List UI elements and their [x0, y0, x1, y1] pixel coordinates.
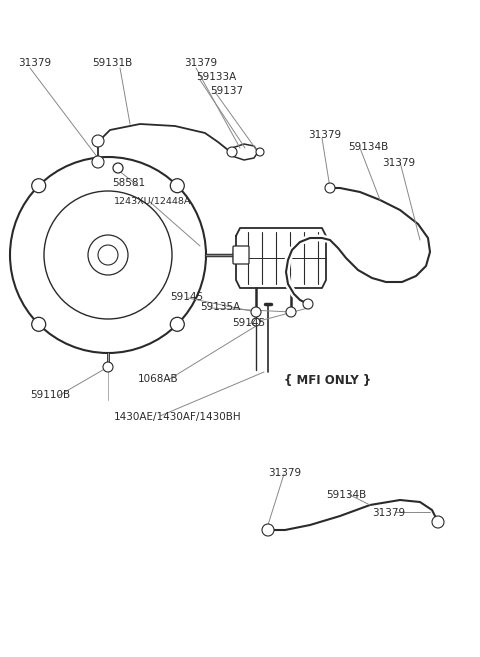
Circle shape	[170, 179, 184, 193]
Circle shape	[262, 524, 274, 536]
Circle shape	[32, 317, 46, 331]
Text: 31379: 31379	[382, 158, 415, 168]
Circle shape	[10, 157, 206, 353]
Circle shape	[44, 191, 172, 319]
Circle shape	[88, 235, 128, 275]
Circle shape	[286, 307, 296, 317]
Text: 31379: 31379	[268, 468, 301, 478]
Text: 1243XU/12448A: 1243XU/12448A	[114, 196, 192, 205]
Text: { MFI ONLY }: { MFI ONLY }	[284, 374, 371, 387]
Text: 59135A: 59135A	[200, 302, 240, 312]
Text: 31379: 31379	[308, 130, 341, 140]
Circle shape	[303, 299, 313, 309]
Circle shape	[432, 516, 444, 528]
Text: 58581: 58581	[112, 178, 145, 188]
Circle shape	[256, 148, 264, 156]
Circle shape	[251, 307, 261, 317]
Circle shape	[92, 156, 104, 168]
Circle shape	[170, 317, 184, 331]
Circle shape	[325, 183, 335, 193]
Text: 59137: 59137	[210, 86, 243, 96]
Text: 59145: 59145	[232, 318, 265, 328]
Text: 31379: 31379	[372, 508, 405, 518]
Text: 59110B: 59110B	[30, 390, 70, 400]
Text: 1430AE/1430AF/1430BH: 1430AE/1430AF/1430BH	[114, 412, 241, 422]
Text: 31379: 31379	[18, 58, 51, 68]
Circle shape	[113, 163, 123, 173]
Circle shape	[227, 147, 237, 157]
Text: 59133A: 59133A	[196, 72, 236, 82]
Text: 31379: 31379	[184, 58, 217, 68]
Circle shape	[92, 135, 104, 147]
Text: 1068AB: 1068AB	[138, 374, 179, 384]
Circle shape	[32, 179, 46, 193]
Text: 59134B: 59134B	[348, 142, 388, 152]
FancyBboxPatch shape	[233, 246, 249, 264]
Text: 59145: 59145	[170, 292, 203, 302]
Text: 59134B: 59134B	[326, 490, 366, 500]
Circle shape	[252, 318, 260, 326]
Circle shape	[103, 362, 113, 372]
Circle shape	[98, 245, 118, 265]
Text: 59131B: 59131B	[92, 58, 132, 68]
